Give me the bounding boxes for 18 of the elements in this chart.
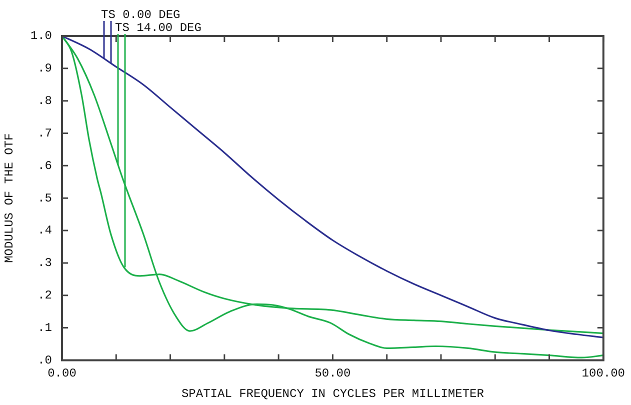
x-tick-label: 50.00 [314,366,351,381]
y-tick-label: .2 [38,288,52,303]
y-tick-label: .3 [38,256,52,270]
y-tick-label: .1 [38,320,52,335]
x-tick-label: 100.00 [582,366,626,381]
y-tick-label: .8 [38,94,52,108]
y-tick-label: .6 [38,158,52,173]
y-tick-label: .0 [38,353,52,368]
y-tick-label: .5 [38,191,52,206]
y-tick-label: .9 [38,62,52,76]
y-tick-label: .7 [38,126,52,140]
y-tick-label: 1.0 [30,29,52,44]
x-tick-label: 0.00 [48,366,76,381]
text: TS 0.00 DEG [101,8,180,22]
text: TS 14.00 DEG [115,21,202,35]
y-tick-label: .4 [38,224,52,238]
x-axis-title: SPATIAL FREQUENCY IN CYCLES PER MILLIMETER [181,386,484,401]
y-axis-title: MODULUS OF THE OTF [2,133,16,263]
